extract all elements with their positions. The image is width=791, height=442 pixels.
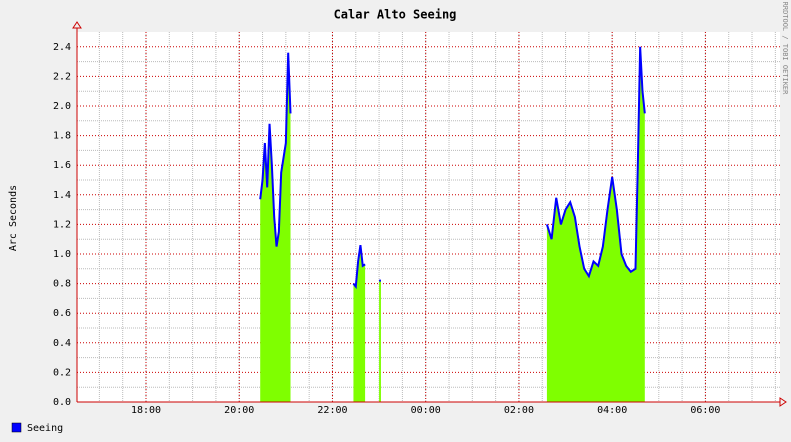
chart-title: Calar Alto Seeing [334, 8, 457, 22]
y-tick-label: 0.0 [53, 397, 71, 408]
y-tick-label: 0.8 [53, 279, 71, 290]
y-tick-label: 1.4 [53, 190, 71, 201]
y-axis-arrow [72, 21, 82, 29]
y-tick-label: 0.2 [53, 367, 71, 378]
watermark: RRDTOOL / TOBI OETIKER [781, 2, 789, 96]
x-tick-label: 22:00 [317, 405, 347, 416]
legend-swatch [11, 422, 22, 433]
y-tick-label: 2.2 [53, 71, 71, 82]
y-tick-label: 0.6 [53, 308, 71, 319]
x-tick-label: 06:00 [690, 405, 720, 416]
y-tick-label: 2.4 [53, 42, 71, 53]
x-axis-arrow [779, 397, 787, 407]
y-tick-label: 1.2 [53, 219, 71, 230]
y-tick-label: 1.0 [53, 249, 71, 260]
x-tick-label: 20:00 [224, 405, 254, 416]
x-tick-label: 02:00 [504, 405, 534, 416]
x-tick-label: 04:00 [597, 405, 627, 416]
y-axis-label: Arc Seconds [8, 185, 19, 251]
line [259, 46, 646, 290]
grid [77, 32, 780, 403]
axes [72, 21, 787, 407]
y-tick-label: 1.6 [53, 160, 71, 171]
area [260, 46, 645, 403]
y-tick-label: 1.8 [53, 131, 71, 142]
y-tick-label: 2.0 [53, 101, 71, 112]
x-tick-label: 18:00 [131, 405, 161, 416]
plot-area [77, 32, 780, 402]
y-tick-label: 0.4 [53, 338, 71, 349]
plot [259, 46, 646, 403]
x-tick-label: 00:00 [411, 405, 441, 416]
legend-label: Seeing [27, 423, 63, 434]
